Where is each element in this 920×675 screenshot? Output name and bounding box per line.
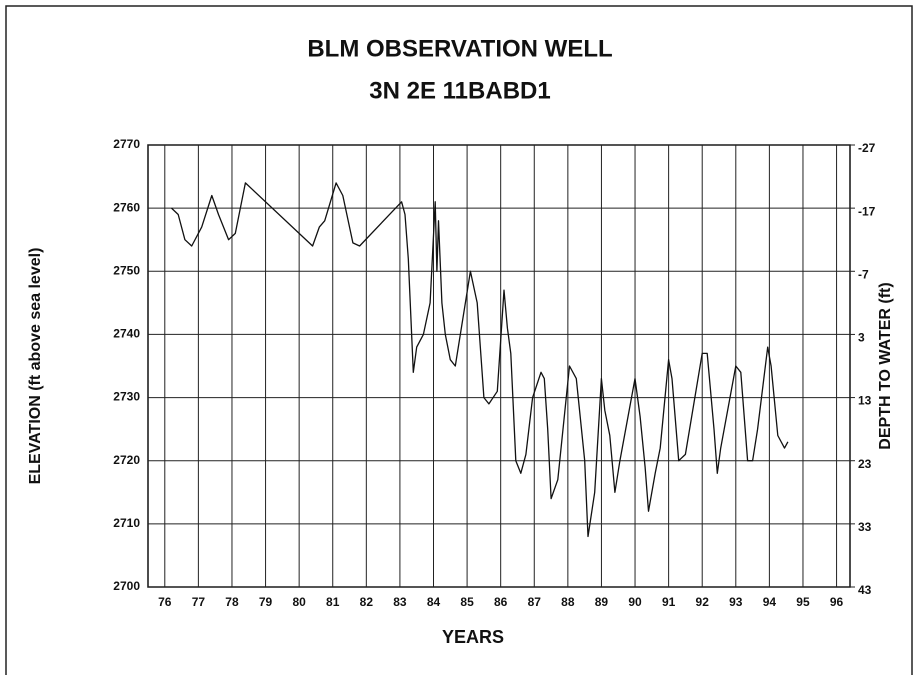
y2-tick-label: 43 <box>858 583 872 597</box>
x-tick-label: 87 <box>528 595 542 609</box>
x-tick-label: 96 <box>830 595 844 609</box>
x-tick-label: 79 <box>259 595 273 609</box>
x-tick-label: 91 <box>662 595 676 609</box>
x-tick-label: 86 <box>494 595 508 609</box>
y-tick-label: 2760 <box>113 200 140 214</box>
y2-tick-label: -17 <box>858 204 876 218</box>
x-tick-label: 76 <box>158 595 172 609</box>
x-tick-label: 82 <box>360 595 374 609</box>
x-tick-label: 94 <box>763 595 777 609</box>
x-tick-label: 78 <box>225 595 239 609</box>
y2-tick-label: 23 <box>858 457 872 471</box>
y-tick-label: 2710 <box>113 516 140 530</box>
y-tick-label: 2700 <box>113 579 140 593</box>
x-tick-label: 90 <box>628 595 642 609</box>
y2-tick-label: -27 <box>858 141 876 155</box>
x-tick-label: 95 <box>796 595 810 609</box>
series-line <box>171 182 789 538</box>
y2-axis-label: DEPTH TO WATER (ft) <box>877 282 894 449</box>
x-tick-label: 89 <box>595 595 609 609</box>
x-tick-label: 83 <box>393 595 407 609</box>
y-tick-label: 2730 <box>113 390 140 404</box>
chart-title: BLM OBSERVATION WELL <box>307 35 612 62</box>
frame <box>5 5 913 675</box>
x-tick-label: 77 <box>192 595 206 609</box>
y2-tick-label: 3 <box>858 331 865 345</box>
chart-subtitle: 3N 2E 11BABD1 <box>369 77 550 104</box>
y-axis-label: ELEVATION (ft above sea level) <box>27 248 44 485</box>
y-tick-label: 2750 <box>113 263 140 277</box>
x-tick-label: 81 <box>326 595 340 609</box>
x-tick-label: 85 <box>460 595 474 609</box>
y-tick-label: 2720 <box>113 453 140 467</box>
y2-tick-label: 13 <box>858 394 872 408</box>
x-tick-label: 88 <box>561 595 575 609</box>
x-tick-label: 80 <box>292 595 306 609</box>
x-tick-label: 92 <box>696 595 710 609</box>
y-tick-label: 2770 <box>113 137 140 151</box>
x-tick-label: 84 <box>427 595 441 609</box>
x-axis-label: YEARS <box>442 627 504 647</box>
x-tick-label: 93 <box>729 595 743 609</box>
y-tick-label: 2740 <box>113 327 140 341</box>
y2-tick-label: -7 <box>858 267 869 281</box>
y2-tick-label: 33 <box>858 520 872 534</box>
